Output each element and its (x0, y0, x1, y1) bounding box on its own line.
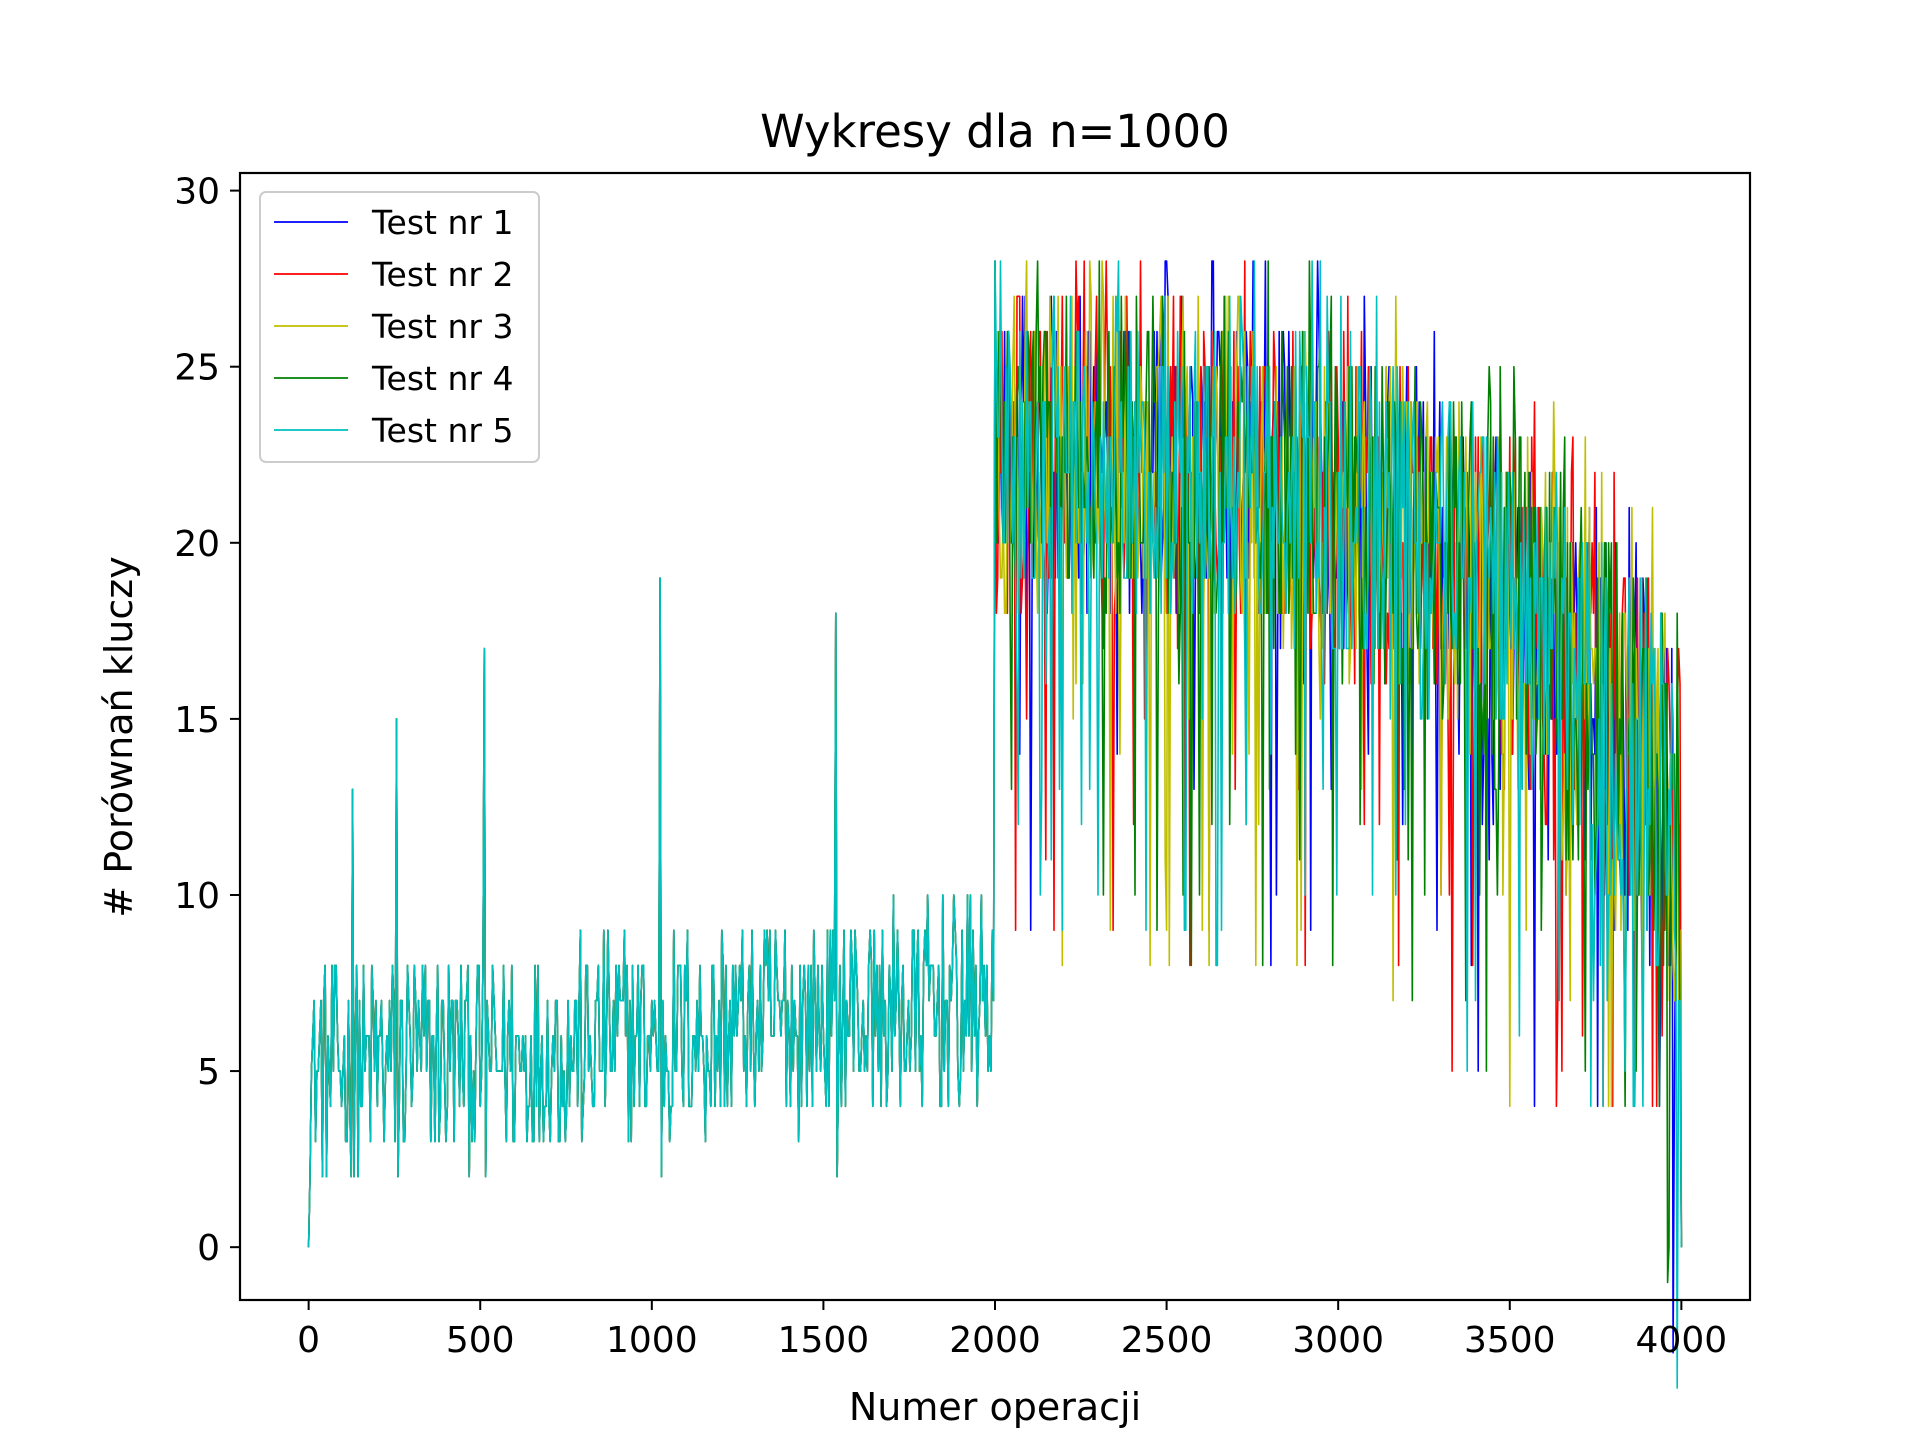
y-tick-label: 0 (197, 1228, 220, 1269)
x-tick-label: 4000 (1636, 1320, 1728, 1361)
series-line (307, 260, 1683, 1389)
y-tick-label: 10 (174, 876, 220, 917)
legend-label: Test nr 3 (371, 307, 513, 346)
x-tick-label: 3500 (1464, 1320, 1556, 1361)
y-tick-label: 15 (174, 700, 220, 741)
legend-box (259, 191, 540, 463)
chart-title: Wykresy dla n=1000 (760, 105, 1230, 158)
y-tick-label: 20 (174, 524, 220, 565)
y-axis-label: # Porównań kluczy (97, 556, 141, 917)
x-tick-label: 2000 (949, 1320, 1041, 1361)
x-tick-label: 2500 (1121, 1320, 1213, 1361)
legend-label: Test nr 4 (371, 359, 513, 398)
x-axis: 0 500 1000 1500 2000 2500 3000 3500 4000 (297, 1300, 1727, 1361)
legend-label: Test nr 1 (371, 203, 513, 242)
x-tick-label: 3000 (1292, 1320, 1384, 1361)
y-tick-label: 25 (174, 348, 220, 389)
legend-label: Test nr 5 (371, 411, 513, 450)
x-tick-label: 1500 (778, 1320, 870, 1361)
x-tick-label: 0 (297, 1320, 320, 1361)
legend-label: Test nr 2 (371, 255, 513, 294)
x-tick-label: 1000 (606, 1320, 698, 1361)
y-tick-label: 30 (174, 172, 220, 213)
y-tick-label: 5 (197, 1052, 220, 1093)
legend: Test nr 1 Test nr 2 Test nr 3 Test nr 4 Test… (259, 191, 540, 463)
x-axis-label: Numer operacji (849, 1385, 1141, 1429)
series-layer (307, 260, 1683, 1389)
x-tick-label: 500 (446, 1320, 515, 1361)
y-axis: 0 5 10 15 20 25 30 (174, 172, 240, 1269)
